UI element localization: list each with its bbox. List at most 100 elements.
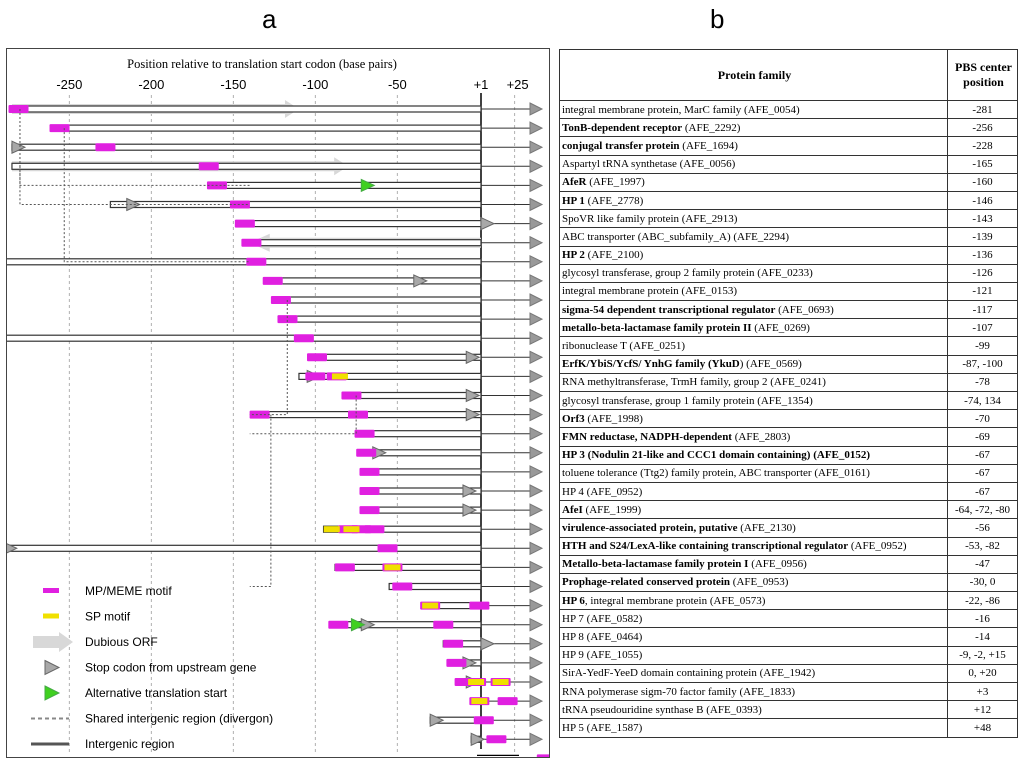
protein-family-cell: glycosyl transferase, group 1 family pro… xyxy=(559,390,948,411)
mp-motif-mark xyxy=(359,467,380,476)
divergon-connector xyxy=(249,414,272,587)
table-row: metallo-beta-lactamase family protein II… xyxy=(559,318,1018,338)
mp-motif-mark xyxy=(241,238,262,247)
diagram-row xyxy=(8,100,544,118)
stop-codon-icon xyxy=(413,274,428,288)
protein-family-cell: sigma-54 dependent transcriptional regul… xyxy=(559,300,948,320)
protein-family-cell: HP 7 (AFE_0582) xyxy=(559,609,948,629)
diagram-row xyxy=(446,656,544,670)
diagram-row xyxy=(262,274,544,288)
pbs-position-cell: -74, 134 xyxy=(947,390,1018,411)
protein-family-bold: AfeR xyxy=(562,176,587,189)
mp-motif-mark xyxy=(305,372,326,381)
diagram-row xyxy=(7,541,544,556)
mp-motif-mark xyxy=(270,296,291,304)
diagram-row xyxy=(298,369,544,384)
panel-b-label: b xyxy=(710,4,725,34)
legend-label: Shared intergenic region (divergon) xyxy=(85,712,273,726)
legend-label: Dubious ORF xyxy=(85,635,158,649)
intergenic-region xyxy=(208,181,482,189)
intergenic-region xyxy=(278,296,482,304)
table-row: RNA methyltransferase, TrmH family, grou… xyxy=(559,372,1018,393)
legend-label: MP/MEME motif xyxy=(85,584,172,598)
gene-arrow xyxy=(529,140,544,155)
legend-item-alt: Alternative translation start xyxy=(44,685,228,701)
tick-label: +25 xyxy=(507,77,529,92)
diagram-row xyxy=(469,694,544,708)
intergenic-region xyxy=(11,105,482,113)
protein-family-cell: ribonuclease T (AFE_0251) xyxy=(559,336,948,356)
pbs-position-cell: -121 xyxy=(947,281,1018,302)
gene-arrow xyxy=(529,331,544,346)
mp-motif-mark xyxy=(49,124,70,133)
gene-arrow xyxy=(529,293,544,307)
stop-codon-icon xyxy=(11,140,27,154)
pbs-position-cell: +12 xyxy=(947,700,1018,720)
protein-family-cell: conjugal transfer protein (AFE_1694) xyxy=(559,136,948,156)
diagram-row xyxy=(354,426,544,441)
protein-family-text: (AFE_0953) xyxy=(730,576,789,589)
protein-family-cell: HTH and S24/LexA-like containing transcr… xyxy=(559,536,948,556)
protein-family-cell: virulence-associated protein, putative (… xyxy=(559,518,948,538)
table-row: glycosyl transferase, group 1 family pro… xyxy=(559,390,1018,411)
diagram-row xyxy=(249,407,544,422)
sp-motif-mark xyxy=(343,526,360,533)
table-row: HP 1 (AFE_2778) -146 xyxy=(559,190,1018,211)
table-row: Metallo-beta-lactamase family protein I … xyxy=(559,554,1018,574)
protein-family-text: (AFE_2130) xyxy=(737,521,796,534)
gene-arrow xyxy=(529,350,544,365)
mp-motif-mark xyxy=(356,448,377,457)
table-row: FMN reductase, NADPH-dependent (AFE_2803… xyxy=(559,427,1018,447)
stop-codon-icon xyxy=(462,503,478,517)
sp-motif-mark xyxy=(468,679,485,685)
intergenic-region xyxy=(11,162,482,170)
gene-arrow xyxy=(529,274,544,288)
protein-family-text: (AFE_1997) xyxy=(586,176,645,189)
table-row: integral membrane protein, MarC family (… xyxy=(559,99,1018,120)
mp-motif-mark xyxy=(497,697,518,706)
protein-family-cell: Aspartyl tRNA synthetase (AFE_0056) xyxy=(559,154,948,174)
diagram-row xyxy=(420,598,544,613)
pbs-position-cell: -22, -86 xyxy=(947,591,1018,611)
gene-arrow xyxy=(529,636,544,651)
protein-family-text: ) (AFE_0569) xyxy=(739,358,802,371)
gene-arrow xyxy=(529,560,544,575)
mp-motif-mark xyxy=(328,620,349,629)
protein-family-bold: HP 1 xyxy=(562,194,585,207)
diagram-row xyxy=(322,522,544,537)
table-row: HP 3 (Nodulin 21-like and CCC1 domain co… xyxy=(559,445,1018,465)
table-row: HP 6, integral membrane protein (AFE_057… xyxy=(559,591,1018,611)
protein-family-text: integral membrane protein (AFE_0153) xyxy=(562,285,738,298)
mp-motif-mark xyxy=(8,105,29,113)
diagram-row xyxy=(470,732,544,747)
legend-label: Stop codon from upstream gene xyxy=(85,661,257,675)
gene-arrow xyxy=(529,426,544,441)
diagram-row xyxy=(536,754,549,757)
table-row: HP 2 (AFE_2100) -136 xyxy=(559,245,1018,265)
stop-codon-icon xyxy=(429,713,445,727)
mp-motif-mark xyxy=(377,544,398,553)
diagram-row xyxy=(429,713,544,728)
protein-family-text: RNA polymerase sigm-70 factor family (AF… xyxy=(562,685,796,698)
axis-title: Position relative to translation start c… xyxy=(127,57,397,71)
gene-arrow xyxy=(529,522,544,537)
protein-family-text: ribonuclease T (AFE_0251) xyxy=(562,340,686,353)
dubious-legend-arrow xyxy=(33,632,73,652)
legend-item-sp: SP motif xyxy=(43,610,131,624)
pbs-position-cell: -143 xyxy=(947,209,1018,229)
stop-codon-icon xyxy=(462,484,478,498)
tick-label: -150 xyxy=(220,77,246,92)
legend-item-intergenic: Intergenic region xyxy=(31,737,174,751)
table-row: AfeI (AFE_1999) -64, -72, -80 xyxy=(559,500,1018,520)
diagram-row xyxy=(49,121,544,135)
protein-family-text: (AFE_2100) xyxy=(584,249,644,262)
gene-arrow xyxy=(529,732,544,747)
mp-motif-mark xyxy=(433,620,454,629)
protein-family-text: (AFE_2292) xyxy=(682,121,741,134)
diagram-row xyxy=(359,484,544,498)
table-row: HP 4 (AFE_0952) -67 xyxy=(559,481,1018,502)
stop-codon-icon xyxy=(470,732,486,747)
table-row: AfeR (AFE_1997) -160 xyxy=(559,172,1018,192)
pbs-position-cell: -53, -82 xyxy=(947,536,1018,556)
intergenic-region xyxy=(7,544,482,552)
